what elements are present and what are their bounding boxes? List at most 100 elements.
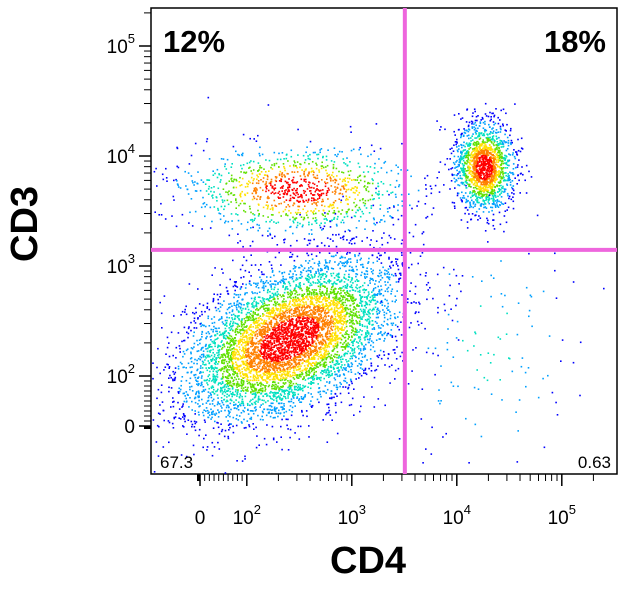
event-dot [175,412,177,415]
event-dot [479,151,481,154]
event-dot [476,169,478,171]
event-dot [222,272,224,274]
event-dot [335,167,338,170]
event-dot [493,123,495,126]
event-dot [488,167,491,169]
event-dot [251,345,254,348]
event-dot [302,294,304,297]
event-dot [261,319,263,321]
event-dot [490,174,493,177]
event-dot [293,344,296,346]
event-dot [284,190,286,192]
event-dot [230,320,232,323]
event-dot [249,219,252,221]
event-dot [367,261,370,263]
event-dot [292,204,294,207]
event-dot [342,301,345,304]
event-dot [215,360,217,362]
event-dot [168,421,171,424]
event-dot [312,345,315,347]
event-dot [374,223,377,226]
event-dot [274,192,277,194]
event-dot [317,391,320,394]
event-dot [296,199,298,202]
event-dot [494,174,496,177]
event-dot [172,195,175,198]
event-dot [306,319,308,322]
event-dot [477,181,480,183]
event-dot [446,158,449,160]
event-dot [463,141,465,144]
event-dot [496,202,498,204]
event-dot [307,392,310,394]
event-dot [194,142,197,145]
event-dot [499,164,502,166]
event-dot [505,161,508,164]
event-dot [458,161,461,163]
event-dot [476,162,479,165]
event-dot [308,267,310,269]
event-dot [497,116,499,119]
event-dot [443,184,445,186]
event-dot [306,146,308,148]
event-dot [239,403,241,406]
event-dot [477,142,480,144]
event-dot [196,362,198,365]
event-dot [275,176,278,178]
event-dot [356,179,359,181]
event-dot [340,311,342,313]
event-dot [306,174,309,176]
event-dot [368,303,371,306]
event-dot [238,154,241,157]
event-dot [273,359,276,362]
event-dot [302,384,304,387]
event-dot [313,354,315,357]
event-dot [260,179,262,181]
event-dot [273,164,276,167]
event-dot [351,344,354,347]
event-dot [360,153,362,156]
event-dot [333,218,335,220]
event-dot [399,355,402,358]
event-dot [478,168,481,170]
event-dot [242,283,244,285]
event-dot [252,160,255,163]
event-dot [235,285,237,287]
event-dot [186,188,189,191]
event-dot [349,125,352,128]
event-dot [256,174,258,177]
event-dot [477,188,479,190]
event-dot [262,325,264,328]
event-dot [208,374,211,376]
event-dot [296,191,298,194]
event-dot [296,396,299,398]
event-dot [483,188,486,191]
event-dot [316,319,318,321]
event-dot [501,202,503,205]
event-dot [500,196,503,198]
event-dot [283,158,285,160]
event-dot [338,317,340,319]
event-dot [254,217,256,220]
event-dot [425,217,427,219]
event-dot [304,367,307,369]
event-dot [497,151,499,154]
event-dot [282,314,285,316]
event-dot [335,234,337,236]
event-dot [303,317,306,319]
event-dot [220,195,222,198]
event-dot [272,346,274,349]
event-dot [493,184,495,186]
event-dot [458,148,460,150]
event-dot [337,215,339,218]
event-dot [266,354,268,356]
event-dot [228,180,231,182]
event-dot [507,175,509,178]
event-dot [471,135,473,137]
event-dot [500,167,502,169]
event-dot [315,272,317,274]
event-dot [484,130,486,133]
event-dot [247,221,249,224]
event-dot [451,201,454,204]
event-dot [456,194,459,197]
